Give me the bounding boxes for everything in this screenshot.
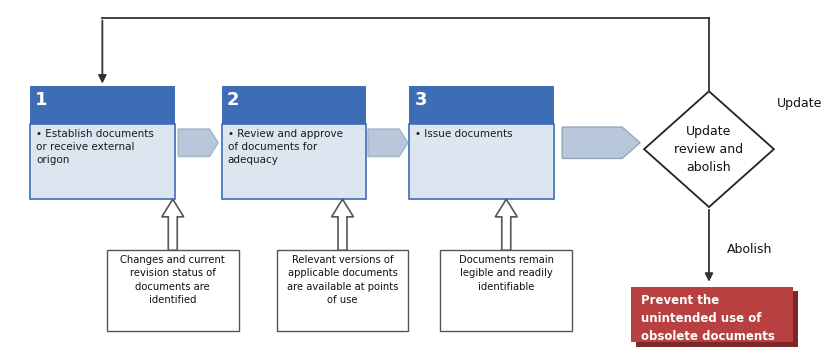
Polygon shape [644, 91, 774, 207]
Polygon shape [178, 129, 218, 157]
Text: Relevant versions of
applicable documents
are available at points
of use: Relevant versions of applicable document… [286, 255, 398, 305]
Text: Prevent the
unintended use of
obsolete documents: Prevent the unintended use of obsolete d… [641, 294, 775, 343]
FancyBboxPatch shape [276, 250, 408, 331]
FancyBboxPatch shape [221, 86, 367, 124]
Text: 1: 1 [35, 91, 48, 109]
Text: • Establish documents
or receive external
origon: • Establish documents or receive externa… [36, 129, 154, 165]
Text: 2: 2 [226, 91, 239, 109]
Text: Update: Update [777, 97, 822, 110]
FancyBboxPatch shape [107, 250, 239, 331]
FancyBboxPatch shape [440, 250, 572, 331]
Polygon shape [368, 129, 408, 157]
Polygon shape [495, 199, 517, 250]
Text: 3: 3 [414, 91, 427, 109]
Text: • Issue documents: • Issue documents [415, 129, 513, 138]
Text: Update
review and
abolish: Update review and abolish [675, 125, 743, 174]
Polygon shape [162, 199, 184, 250]
Text: Changes and current
revision status of
documents are
identified: Changes and current revision status of d… [120, 255, 225, 305]
Text: Abolish: Abolish [727, 243, 772, 256]
Text: Documents remain
legible and readily
identifiable: Documents remain legible and readily ide… [458, 255, 554, 291]
FancyBboxPatch shape [631, 286, 793, 343]
FancyBboxPatch shape [30, 86, 175, 124]
FancyBboxPatch shape [409, 124, 554, 199]
FancyBboxPatch shape [30, 124, 175, 199]
Polygon shape [331, 199, 353, 250]
Text: • Review and approve
of documents for
adequacy: • Review and approve of documents for ad… [228, 129, 342, 165]
FancyBboxPatch shape [409, 86, 554, 124]
FancyBboxPatch shape [221, 124, 367, 199]
FancyBboxPatch shape [636, 291, 798, 348]
Polygon shape [562, 127, 640, 158]
